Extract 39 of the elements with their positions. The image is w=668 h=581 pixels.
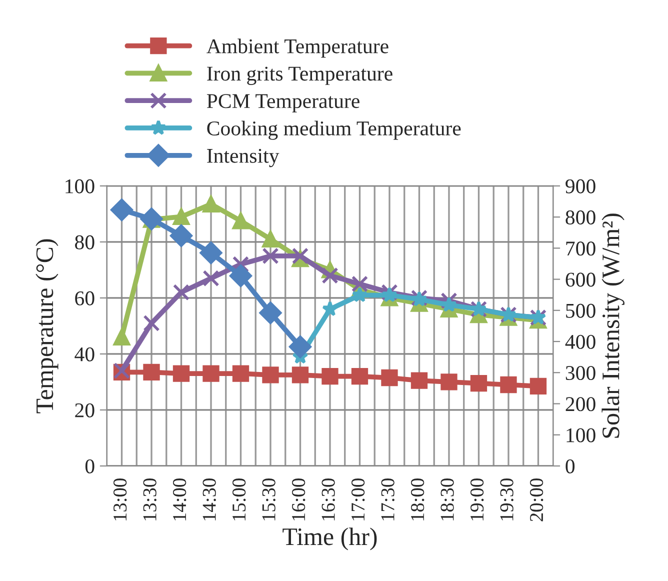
y-tick-label: 20 (75, 403, 94, 418)
x-axis-title: Time (hr) (282, 528, 377, 550)
x-tick-label: 15:30 (262, 478, 276, 520)
x-tick-label: 20:00 (530, 478, 544, 522)
y-axis-title: Temperature (°C) (36, 239, 58, 414)
x-tick-label: 16:00 (292, 478, 306, 520)
legend-label: Ambient Temperature (206, 38, 388, 58)
x-tick-label: 13:00 (114, 478, 127, 520)
y2-tick-label: 0 (566, 459, 575, 474)
x-tick-label: 17:00 (351, 478, 365, 520)
x-tick-label: 14:00 (172, 478, 186, 520)
y-tick-label: 60 (75, 291, 94, 306)
y2-tick-label: 800 (566, 210, 596, 224)
y2-tick-label: 700 (566, 242, 596, 256)
legend-label: Iron grits Temperature (207, 66, 392, 85)
x-tick-label: 17:30 (381, 478, 394, 520)
y-tick-label: 80 (75, 235, 94, 250)
y2-tick-label: 400 (565, 334, 596, 349)
x-tick-label: 19:30 (500, 478, 514, 520)
x-tick-label: 15:00 (232, 478, 246, 520)
y2-tick-label: 200 (566, 397, 596, 412)
legend-label: Intensity (207, 148, 280, 168)
legend-label: Cooking medium Temperature (207, 120, 461, 140)
y-tick-label: 100 (66, 179, 94, 194)
y2-tick-label: 500 (566, 304, 596, 318)
y-tick-label: 0 (85, 459, 94, 474)
legend-label: PCM Temperature (206, 94, 360, 112)
x-tick-label: 14:30 (202, 478, 216, 520)
x-tick-label: 16:30 (322, 478, 335, 520)
y2-tick-label: 100 (566, 428, 596, 442)
x-tick-label: 18:30 (440, 478, 454, 520)
y-tick-label: 40 (74, 347, 94, 362)
x-tick-label: 18:00 (410, 478, 424, 520)
x-tick-label: 19:00 (470, 478, 484, 520)
y2-tick-label: 300 (566, 366, 596, 380)
x-tick-label: 13:30 (143, 478, 156, 520)
y2-tick-label: 900 (566, 179, 596, 194)
y2-tick-label: 600 (566, 272, 596, 287)
y2-axis-title: Solar Intensity (W/m²) (602, 214, 624, 438)
